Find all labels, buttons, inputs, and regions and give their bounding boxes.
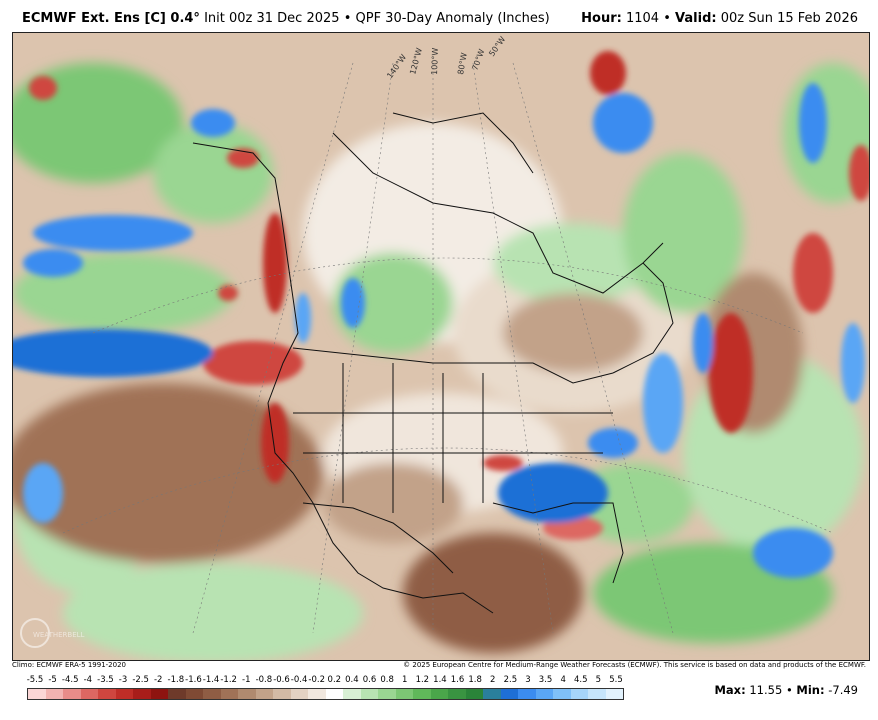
valid-label: Valid: [675, 11, 717, 26]
colorbar-swatch [28, 689, 46, 699]
weatherbell-watermark: WEATHERBELL [20, 618, 85, 648]
colorbar [27, 688, 624, 700]
colorbar-tick-label: -1.4 [202, 675, 220, 685]
colorbar-swatch [185, 689, 203, 699]
colorbar-swatch [378, 689, 396, 699]
anomaly-extremes [13, 51, 869, 578]
colorbar-swatch [430, 689, 448, 699]
colorbar-swatch [115, 689, 133, 699]
colorbar-swatch [500, 689, 518, 699]
colorbar-tick-label: -2 [153, 675, 163, 685]
colorbar-swatch [255, 689, 273, 699]
map-title: ECMWF Ext. Ens [C] 0.4° Init 00z 31 Dec … [22, 11, 550, 26]
colorbar-swatch [535, 689, 553, 699]
colorbar-swatch [80, 689, 98, 699]
colorbar-tick-label: 1.2 [415, 675, 430, 685]
min-label: Min: [796, 683, 825, 697]
colorbar-tick-label: -1.2 [220, 675, 237, 685]
colorbar-tick-label: -0.2 [308, 675, 325, 685]
colorbar-swatch [203, 689, 221, 699]
colorbar-tick-label: -5.5 [26, 675, 44, 685]
colorbar-swatch [465, 689, 483, 699]
colorbar-tick-label: 0.6 [362, 675, 377, 685]
colorbar-tick-label: 5.5 [609, 675, 623, 685]
colorbar-swatch [290, 689, 308, 699]
colorbar-tick-label: 3.5 [538, 675, 553, 685]
colorbar-tick-label: -4 [83, 675, 93, 685]
colorbar-swatch [63, 689, 81, 699]
colorbar-tick-label: -5 [48, 675, 57, 685]
anomaly-map[interactable]: 140°W 120°W 100°W 80°W 70°W 50°W WEATHER… [12, 32, 870, 661]
min-value: -7.49 [828, 683, 858, 697]
colorbar-swatch [360, 689, 378, 699]
init-time: Init 00z 31 Dec 2025 [204, 11, 340, 26]
colorbar-tick-label: 4 [560, 675, 566, 685]
colorbar-tick-label: 2 [490, 675, 496, 685]
colorbar-swatch [308, 689, 326, 699]
colorbar-swatch [343, 689, 361, 699]
valid-time-block: Hour: 1104 • Valid: 00z Sun 15 Feb 2026 [581, 11, 858, 26]
colorbar-tick-label: -0.6 [273, 675, 290, 685]
colorbar-swatch [325, 689, 343, 699]
colorbar-tick-label: 0.2 [327, 675, 342, 685]
colorbar-tick-label: 1.8 [468, 675, 482, 685]
colorbar-tick-label: 1.6 [450, 675, 465, 685]
colorbar-swatch [273, 689, 291, 699]
colorbar-tick-label: 0.4 [345, 675, 359, 685]
product-name: QPF 30-Day Anomaly (Inches) [355, 11, 550, 26]
colorbar-swatch [238, 689, 256, 699]
colorbar-tick-label: 3 [525, 675, 531, 685]
colorbar-tick-label: -3 [118, 675, 128, 685]
colorbar-tick-label: 1.4 [433, 675, 447, 685]
max-value: 11.55 [749, 683, 783, 697]
hour-label: Hour: [581, 11, 622, 26]
colorbar-swatch [150, 689, 168, 699]
colorbar-tick-label: 0.8 [380, 675, 394, 685]
header: ECMWF Ext. Ens [C] 0.4° Init 00z 31 Dec … [0, 0, 878, 30]
lon-label: 100°W [430, 48, 440, 76]
max-min-readout: Max: 11.55 • Min: -7.49 [714, 683, 858, 697]
max-label: Max: [714, 683, 746, 697]
graticule [62, 62, 834, 634]
colorbar-swatch [483, 689, 501, 699]
hour-value: 1104 [625, 11, 660, 26]
colorbar-swatch [448, 689, 466, 699]
watermark-text: WEATHERBELL [33, 631, 85, 639]
colorbar-tick-label: -4.5 [61, 675, 79, 685]
boundaries [192, 112, 674, 614]
colorbar-swatch [45, 689, 63, 699]
colorbar-tick-label: -0.4 [290, 675, 308, 685]
colorbar-swatch [605, 689, 623, 699]
colorbar-tick-label: 4.5 [574, 675, 588, 685]
colorbar-tick-label: -1 [242, 675, 251, 685]
colorbar-swatch [98, 689, 116, 699]
colorbar-swatch [553, 689, 571, 699]
colorbar-swatch [133, 689, 151, 699]
valid-value: 00z Sun 15 Feb 2026 [720, 11, 858, 26]
colorbar-tick-label: -1.8 [167, 675, 185, 685]
stats-separator: • [785, 683, 793, 697]
colorbar-tick-label: -0.8 [255, 675, 273, 685]
colorbar-swatch [588, 689, 606, 699]
colorbar-tick-label: -3.5 [97, 675, 114, 685]
colorbar-swatch [518, 689, 536, 699]
lon-label: 80°W [456, 52, 469, 75]
colorbar-tick-label: -2.5 [132, 675, 149, 685]
copyright-note: © 2025 European Centre for Medium-Range … [403, 661, 866, 669]
colorbar-swatch [413, 689, 431, 699]
valid-separator: • [663, 11, 671, 26]
colorbar-swatch [220, 689, 238, 699]
title-separator: • [343, 11, 352, 26]
colorbar-tick-label: -1.6 [185, 675, 202, 685]
colorbar-tick-label: 5 [595, 675, 602, 685]
colorbar-swatch [570, 689, 588, 699]
map-canvas: 140°W 120°W 100°W 80°W 70°W 50°W WEATHER… [13, 33, 869, 660]
colorbar-labels: -5.5 -5 -4.5 -4 -3.5 -3 -2.5 -2 -1.8 -1.6 -1.4 -1.2… [27, 675, 624, 687]
colorbar-swatch [168, 689, 186, 699]
model-name: ECMWF Ext. Ens [C] 0.4° [22, 11, 200, 26]
colorbar-swatch [395, 689, 413, 699]
colorbar-tick-label: 1 [402, 675, 408, 685]
colorbar-tick-label: 2.5 [503, 675, 518, 685]
climo-note: Climo: ECMWF ERA-5 1991-2020 [12, 661, 126, 669]
